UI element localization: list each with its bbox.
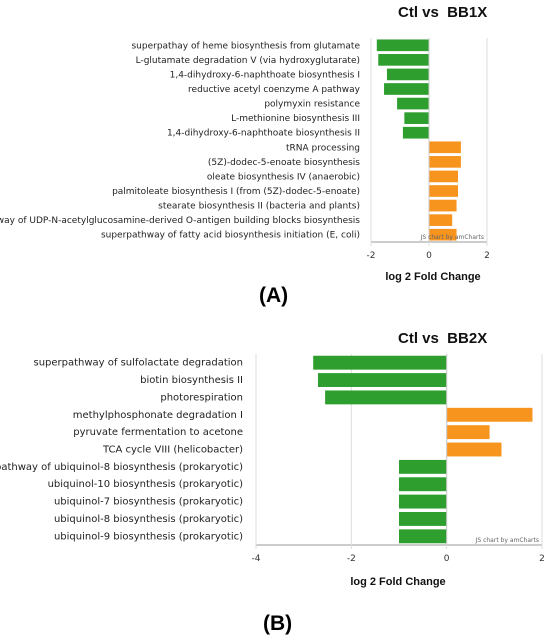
category-label: ubiquinol-10 biosynthesis (prokaryotic): [48, 479, 244, 490]
chart-credit: JS chart by amCharts: [475, 537, 539, 544]
category-label: superpathway of sulfolactate degradation: [33, 358, 243, 369]
bar: [386, 68, 429, 81]
bar: [399, 477, 447, 492]
category-label: superpathway of fatty acid biosynthesis …: [101, 231, 360, 241]
panel-label-a: (A): [259, 284, 289, 307]
bar: [399, 459, 447, 474]
bar: [429, 156, 461, 168]
category-label: superpathway of ubiquinol-8 biosynthesis…: [0, 462, 243, 473]
bar: [376, 39, 429, 52]
category-label: tRNA processing: [286, 143, 360, 153]
category-label: TCA cycle VIII (helicobacter): [102, 445, 243, 456]
x-tick-label: -2: [347, 554, 356, 564]
chart-panel-b: Ctl vs BB2X -4 -2 0 2 superpathway of sulfol…: [0, 322, 550, 644]
category-label: biotin biosynthesis II: [140, 375, 243, 386]
category-label: ubiquinol-8 biosynthesis (prokaryotic): [54, 514, 243, 525]
bar-chart-b: -4 -2 0 2 superpathway of sulfolactate degra…: [0, 354, 545, 588]
x-tick-label: 2: [484, 251, 490, 261]
x-tick-label: 0: [426, 251, 432, 261]
bar: [429, 141, 461, 154]
category-label: palmitoleate biosynthesis I (from (5Z)-d…: [112, 187, 360, 197]
bar: [325, 390, 447, 405]
category-label: pyruvate fermentation to acetone: [73, 427, 243, 438]
chart-title-a: Ctl vs BB1X: [398, 4, 488, 21]
category-label: superpathay of heme biosynthesis from gl…: [131, 41, 360, 51]
bar: [446, 442, 502, 457]
category-label: 1,4-dihydroxy-6-naphthoate biosynthesis …: [167, 129, 360, 139]
bar: [429, 170, 458, 183]
chart-panel-a: Ctl vs BB1X -2 0 2 superpathay of heme bios…: [0, 4, 490, 307]
category-label: polymyxin resistance: [264, 100, 360, 110]
category-label: 1,4-dihydroxy-6-naphthoate biosynthesis …: [170, 70, 360, 80]
category-label: ubiquinol-9 biosynthesis (prokaryotic): [54, 531, 243, 542]
bar: [317, 373, 447, 387]
x-axis-title: log 2 Fold Change: [385, 271, 480, 283]
bar: [429, 199, 457, 212]
bar: [402, 126, 429, 139]
bar: [399, 529, 447, 544]
x-tick-label: -2: [367, 251, 376, 261]
bar: [429, 228, 457, 241]
x-axis-title: log 2 Fold Change: [350, 576, 445, 588]
category-label: L-glutamate degradation V (via hydroxygl…: [136, 56, 360, 66]
bar: [429, 214, 453, 226]
category-label: (5Z)-dodec-5-enoate biosynthesis: [208, 158, 360, 168]
bar: [313, 355, 447, 370]
bar: [446, 425, 490, 440]
x-tick-label: 0: [444, 554, 450, 564]
bar: [404, 112, 429, 124]
panel-label-b: (B): [263, 612, 293, 635]
category-label: superpathway of UDP-N-acetylglucosamine-…: [0, 216, 360, 226]
bar: [384, 83, 429, 95]
category-label: oleate biosynthesis IV (anaerobic): [207, 172, 360, 182]
chart-title-b: Ctl vs BB2X: [398, 330, 488, 347]
bar: [399, 512, 447, 526]
bar: [429, 185, 458, 197]
chart-credit: JS chart by amCharts: [420, 234, 484, 241]
bar: [399, 494, 447, 509]
category-label: ubiquinol-7 biosynthesis (prokaryotic): [54, 497, 243, 508]
x-tick-label: 2: [539, 554, 545, 564]
category-label: photorespiration: [160, 392, 243, 403]
bar: [446, 407, 533, 422]
category-label: stearate biosynthesis II (bacteria and p…: [158, 202, 360, 212]
bar: [378, 54, 429, 66]
category-label: reductive acetyl coenzyme A pathway: [188, 85, 361, 95]
category-label: methylphosphonate degradation I: [73, 410, 243, 421]
bar-chart-a: -2 0 2 superpathay of heme biosynthesis fro…: [0, 38, 490, 283]
bar: [397, 97, 429, 110]
category-label: L-methionine biosynthesis III: [231, 114, 360, 124]
x-tick-label: -4: [252, 554, 261, 564]
